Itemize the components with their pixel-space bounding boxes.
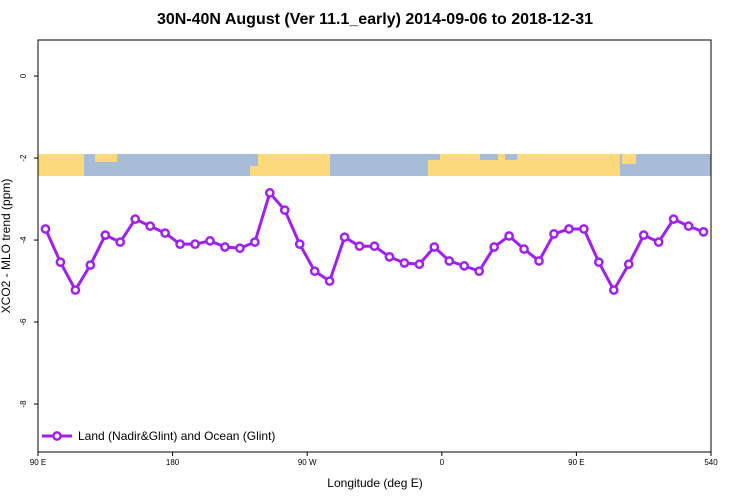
data-point <box>100 230 111 240</box>
data-point <box>489 242 499 252</box>
data-point <box>608 285 619 295</box>
data-point <box>175 239 185 250</box>
data-point <box>593 257 604 268</box>
y-tick-label: 0 <box>19 73 28 78</box>
data-point <box>115 237 126 247</box>
data-point <box>294 239 305 250</box>
data-point <box>504 231 514 241</box>
data-point <box>683 221 694 231</box>
data-point <box>145 221 156 231</box>
data-point <box>339 232 350 243</box>
data-point <box>459 261 470 271</box>
map-strip <box>38 154 711 176</box>
data-point <box>190 239 200 250</box>
data-point <box>638 230 649 240</box>
data-point <box>698 227 709 237</box>
y-tick-label: -6 <box>19 318 28 326</box>
legend-marker <box>52 431 62 441</box>
x-tick-label: 0 <box>440 458 445 467</box>
y-tick-label: -4 <box>19 236 28 244</box>
data-point <box>205 236 215 246</box>
data-point <box>130 214 141 224</box>
data-point <box>264 188 275 198</box>
data-point <box>549 229 559 239</box>
data-point <box>85 260 96 270</box>
data-point <box>220 242 230 252</box>
data-point <box>324 276 335 286</box>
data-point <box>384 252 395 262</box>
data-point <box>55 257 66 268</box>
data-point <box>279 205 290 215</box>
data-point <box>444 256 455 266</box>
data-point <box>160 228 170 238</box>
data-point <box>40 224 51 234</box>
legend-label: Land (Nadir&Glint) and Ocean (Glint) <box>78 429 275 443</box>
y-axis-label: XCO2 - MLO trend (ppm) <box>0 179 13 314</box>
x-tick-label: 90 E <box>30 458 46 467</box>
y-tick-label: -2 <box>19 154 28 162</box>
x-tick-label: 540 <box>704 458 718 467</box>
data-point <box>653 237 664 247</box>
data-point <box>623 259 634 270</box>
y-tick-label: -8 <box>19 400 28 408</box>
data-point <box>668 214 679 224</box>
data-point <box>519 244 529 254</box>
plot-frame <box>37 39 712 453</box>
data-point <box>399 258 410 268</box>
data-point <box>250 237 260 247</box>
x-tick-label: 90 E <box>568 458 584 467</box>
data-point <box>309 266 320 277</box>
data-point <box>579 224 589 234</box>
data-point <box>235 243 245 254</box>
x-tick-label: 90 W <box>298 458 317 467</box>
data-point <box>564 224 574 234</box>
data-point <box>429 242 440 252</box>
data-point <box>414 259 425 270</box>
x-tick-label: 180 <box>166 458 180 467</box>
x-axis-label: Longitude (deg E) <box>327 476 422 490</box>
data-point <box>474 266 485 277</box>
chart-title: 30N-40N August (Ver 11.1_early) 2014-09-… <box>157 11 593 28</box>
data-point <box>354 241 365 252</box>
data-point <box>70 285 81 295</box>
data-point <box>369 241 380 252</box>
data-point <box>534 256 544 266</box>
